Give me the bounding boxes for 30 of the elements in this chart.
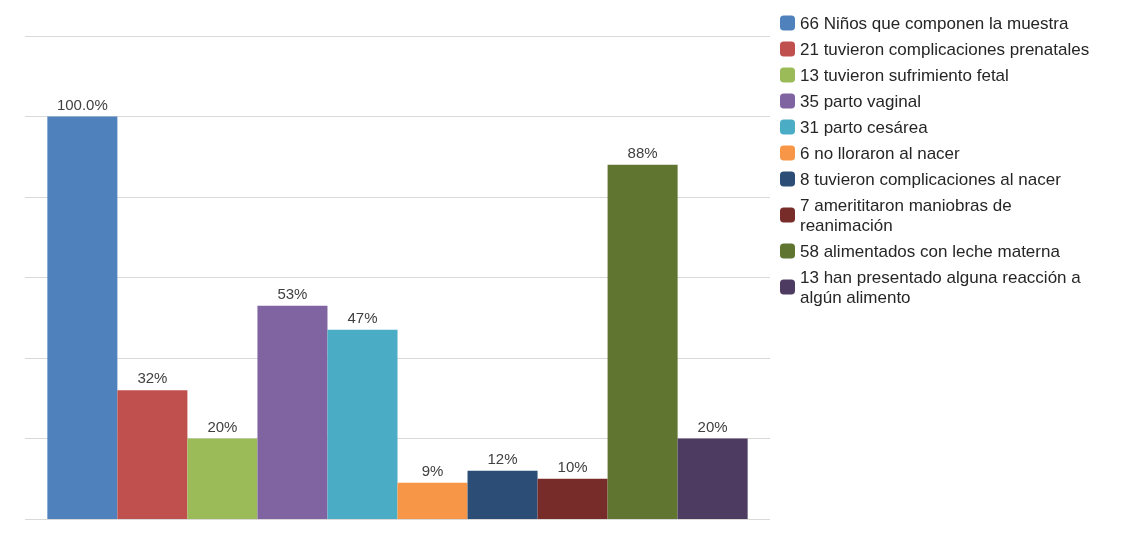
data-label: 20% [697,417,728,435]
legend-label: 58 alimentados con leche materna [800,241,1061,261]
legend-label: 7 amerititaron maniobras de reanimación [800,195,1017,235]
bar [467,470,538,519]
data-label: 53% [277,284,308,302]
bar [397,482,468,519]
bar [677,438,748,519]
legend-label: 13 han presentado alguna reacción a algún alimento [800,267,1086,307]
legend-label: 21 tuvieron complicaciones prenatales [800,39,1090,59]
legend-label: 13 tuvieron sufrimiento fetal [800,65,1009,85]
data-label: 32% [137,369,168,387]
legend-label: 31 parto cesárea [800,117,929,137]
bar [117,390,188,519]
bar [607,164,678,519]
data-label: 20% [207,417,238,435]
data-label: 88% [627,143,658,161]
legend-label: 35 parto vaginal [800,91,921,111]
bar [257,305,328,519]
data-label: 100.0% [56,95,108,113]
bar [47,116,118,519]
legend-label: 66 Niños que componen la muestra [800,13,1069,33]
legend-label: 8 tuvieron complicaciones al nacer [800,169,1062,189]
bar [187,438,258,519]
data-label: 9% [421,461,444,479]
legend-label: 6 no lloraron al nacer [800,143,961,163]
data-label: 47% [347,308,378,326]
bar [327,329,398,519]
data-label: 10% [557,457,588,475]
data-label: 12% [487,449,518,467]
bar [537,478,608,519]
